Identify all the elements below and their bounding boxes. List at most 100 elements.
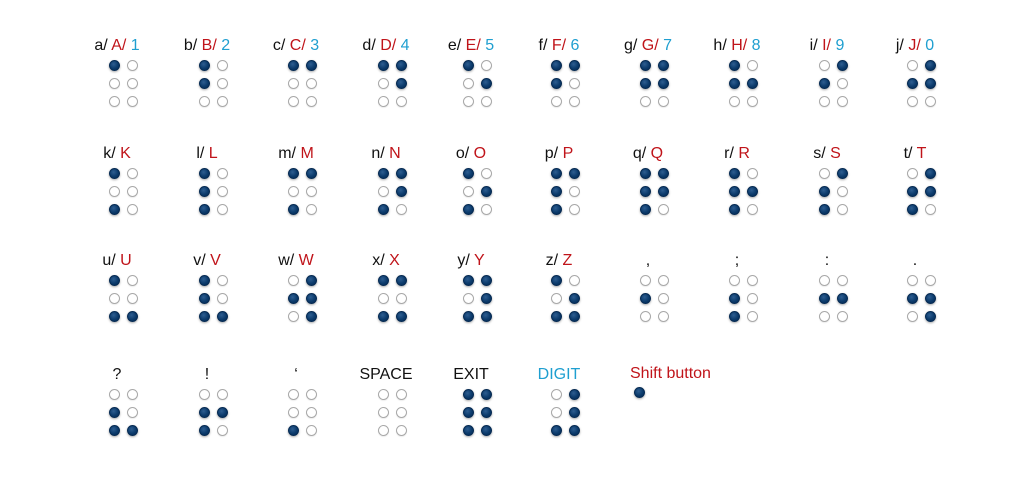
cell-label-part: c/ bbox=[272, 37, 290, 54]
braille-dots bbox=[725, 271, 758, 331]
raised-dot bbox=[569, 425, 580, 436]
raised-dot bbox=[109, 204, 120, 215]
raised-dot bbox=[925, 78, 936, 89]
cell-label-part: i/ bbox=[809, 37, 823, 54]
braille-dots bbox=[284, 385, 317, 445]
cell-label-part: m/ bbox=[278, 145, 301, 162]
raised-dot bbox=[837, 60, 848, 71]
braille-dots bbox=[903, 56, 936, 116]
flat-dot bbox=[378, 407, 389, 418]
flat-dot bbox=[306, 96, 317, 107]
raised-dot bbox=[819, 186, 830, 197]
braille-dots bbox=[815, 271, 848, 331]
flat-dot bbox=[109, 389, 120, 400]
cell-label-part: DIGIT bbox=[537, 366, 581, 383]
flat-dot bbox=[837, 275, 848, 286]
braille-dots bbox=[725, 164, 758, 224]
raised-dot bbox=[569, 168, 580, 179]
flat-dot bbox=[109, 293, 120, 304]
braille-dots bbox=[105, 271, 138, 331]
cell-label: ? bbox=[87, 365, 147, 385]
raised-dot bbox=[729, 78, 740, 89]
cell-label-part: D/ bbox=[380, 37, 401, 54]
cell-label-part: w/ bbox=[278, 252, 299, 269]
raised-dot bbox=[551, 311, 562, 322]
flat-dot bbox=[127, 96, 138, 107]
raised-dot bbox=[481, 186, 492, 197]
cell-label: ‘ bbox=[266, 365, 326, 385]
cell-label: d/ D/ 4 bbox=[356, 36, 416, 56]
cell-label-part: ; bbox=[734, 252, 740, 269]
cell-label: h/ H/ 8 bbox=[707, 36, 767, 56]
cell-label-part: j/ bbox=[895, 37, 909, 54]
raised-dot bbox=[378, 60, 389, 71]
raised-dot bbox=[640, 293, 651, 304]
cell-label: DIGIT bbox=[529, 365, 589, 385]
flat-dot bbox=[396, 389, 407, 400]
raised-dot bbox=[463, 60, 474, 71]
raised-dot bbox=[378, 168, 389, 179]
flat-dot bbox=[907, 275, 918, 286]
raised-dot bbox=[569, 293, 580, 304]
braille-dots bbox=[459, 56, 492, 116]
raised-dot bbox=[747, 186, 758, 197]
flat-dot bbox=[481, 204, 492, 215]
cell-label-part: d/ bbox=[362, 37, 381, 54]
raised-dot bbox=[729, 168, 740, 179]
raised-dot bbox=[729, 60, 740, 71]
braille-dots bbox=[903, 271, 936, 331]
braille-dots bbox=[815, 164, 848, 224]
raised-dot bbox=[729, 293, 740, 304]
braille-dots bbox=[105, 164, 138, 224]
raised-dot bbox=[199, 293, 210, 304]
flat-dot bbox=[569, 96, 580, 107]
braille-dots bbox=[547, 56, 580, 116]
raised-dot bbox=[396, 186, 407, 197]
raised-dot bbox=[396, 78, 407, 89]
cell-label: , bbox=[618, 251, 678, 271]
raised-dot bbox=[109, 407, 120, 418]
cell-label: j/ J/ 0 bbox=[885, 36, 945, 56]
cell-label: l/ L bbox=[177, 144, 237, 164]
cell-label-part: n/ bbox=[371, 145, 390, 162]
cell-label: y/ Y bbox=[441, 251, 501, 271]
raised-dot bbox=[463, 275, 474, 286]
raised-dot bbox=[463, 425, 474, 436]
flat-dot bbox=[127, 389, 138, 400]
braille-dots bbox=[195, 385, 228, 445]
flat-dot bbox=[481, 168, 492, 179]
cell-label-part: EXIT bbox=[453, 366, 489, 383]
flat-dot bbox=[569, 186, 580, 197]
cell-label-part: ! bbox=[204, 366, 210, 383]
raised-dot bbox=[729, 311, 740, 322]
flat-dot bbox=[747, 204, 758, 215]
flat-dot bbox=[378, 186, 389, 197]
raised-dot bbox=[640, 186, 651, 197]
flat-dot bbox=[306, 204, 317, 215]
flat-dot bbox=[127, 293, 138, 304]
shift-button-label: Shift button bbox=[630, 365, 711, 382]
flat-dot bbox=[747, 60, 758, 71]
cell-label: e/ E/ 5 bbox=[441, 36, 501, 56]
raised-dot bbox=[109, 60, 120, 71]
raised-dot bbox=[925, 168, 936, 179]
cell-label: m/ M bbox=[266, 144, 326, 164]
raised-dot bbox=[481, 275, 492, 286]
braille-dots bbox=[459, 271, 492, 331]
flat-dot bbox=[288, 78, 299, 89]
braille-dots bbox=[636, 56, 669, 116]
braille-dots bbox=[374, 164, 407, 224]
cell-label: a/ A/ 1 bbox=[87, 36, 147, 56]
shift-legend: Shift button bbox=[630, 364, 711, 398]
flat-dot bbox=[925, 275, 936, 286]
raised-dot bbox=[640, 60, 651, 71]
cell-label: EXIT bbox=[441, 365, 501, 385]
cell-label-part: S bbox=[830, 145, 841, 162]
raised-dot bbox=[907, 204, 918, 215]
flat-dot bbox=[306, 389, 317, 400]
flat-dot bbox=[127, 204, 138, 215]
braille-dots bbox=[284, 271, 317, 331]
cell-label-part: q/ bbox=[632, 145, 651, 162]
cell-label: v/ V bbox=[177, 251, 237, 271]
flat-dot bbox=[396, 204, 407, 215]
